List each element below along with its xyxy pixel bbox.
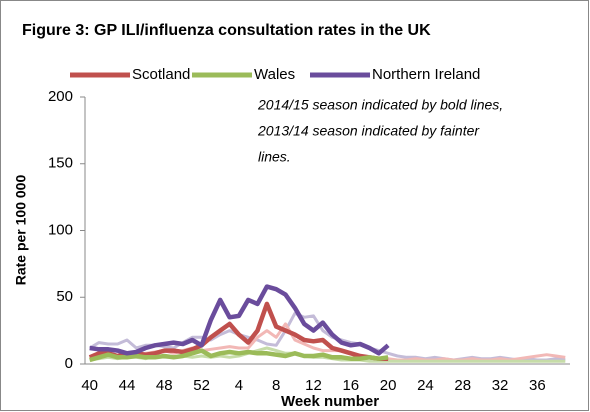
legend-label: Scotland xyxy=(132,66,190,83)
y-tick-label: 0 xyxy=(65,355,73,372)
series-line xyxy=(88,301,389,361)
x-tick-label: 8 xyxy=(272,377,280,394)
chart-title: Figure 3: GP ILI/influenza consultation … xyxy=(22,22,431,39)
y-tick-label: 150 xyxy=(48,155,73,172)
x-tick-label: 36 xyxy=(529,377,546,394)
x-tick-label: 16 xyxy=(342,377,359,394)
legend-label: Wales xyxy=(254,66,295,83)
series-line xyxy=(89,284,390,356)
x-tick-label: 32 xyxy=(492,377,509,394)
legend-label: Northern Ireland xyxy=(372,66,480,83)
x-tick-label: 24 xyxy=(417,377,434,394)
series-line xyxy=(89,348,389,363)
x-tick-label: 12 xyxy=(305,377,322,394)
annotation: lines. xyxy=(258,149,291,165)
x-axis-label: Week number xyxy=(281,393,379,410)
y-tick-label: 100 xyxy=(48,221,73,238)
y-tick-label: 200 xyxy=(48,88,73,105)
x-tick-label: 4 xyxy=(235,377,243,394)
annotation: 2014/15 season indicated by bold lines, xyxy=(257,97,503,113)
y-tick-label: 50 xyxy=(56,288,73,305)
x-tick-label: 28 xyxy=(454,377,471,394)
x-tick-label: 40 xyxy=(81,377,98,394)
x-tick-label: 48 xyxy=(156,377,173,394)
x-tick-label: 44 xyxy=(119,377,136,394)
x-tick-label: 20 xyxy=(380,377,397,394)
y-axis-label: Rate per 100 000 xyxy=(13,175,29,286)
x-tick-label: 52 xyxy=(193,377,210,394)
annotation: 2013/14 season indicated by fainter xyxy=(257,123,480,139)
